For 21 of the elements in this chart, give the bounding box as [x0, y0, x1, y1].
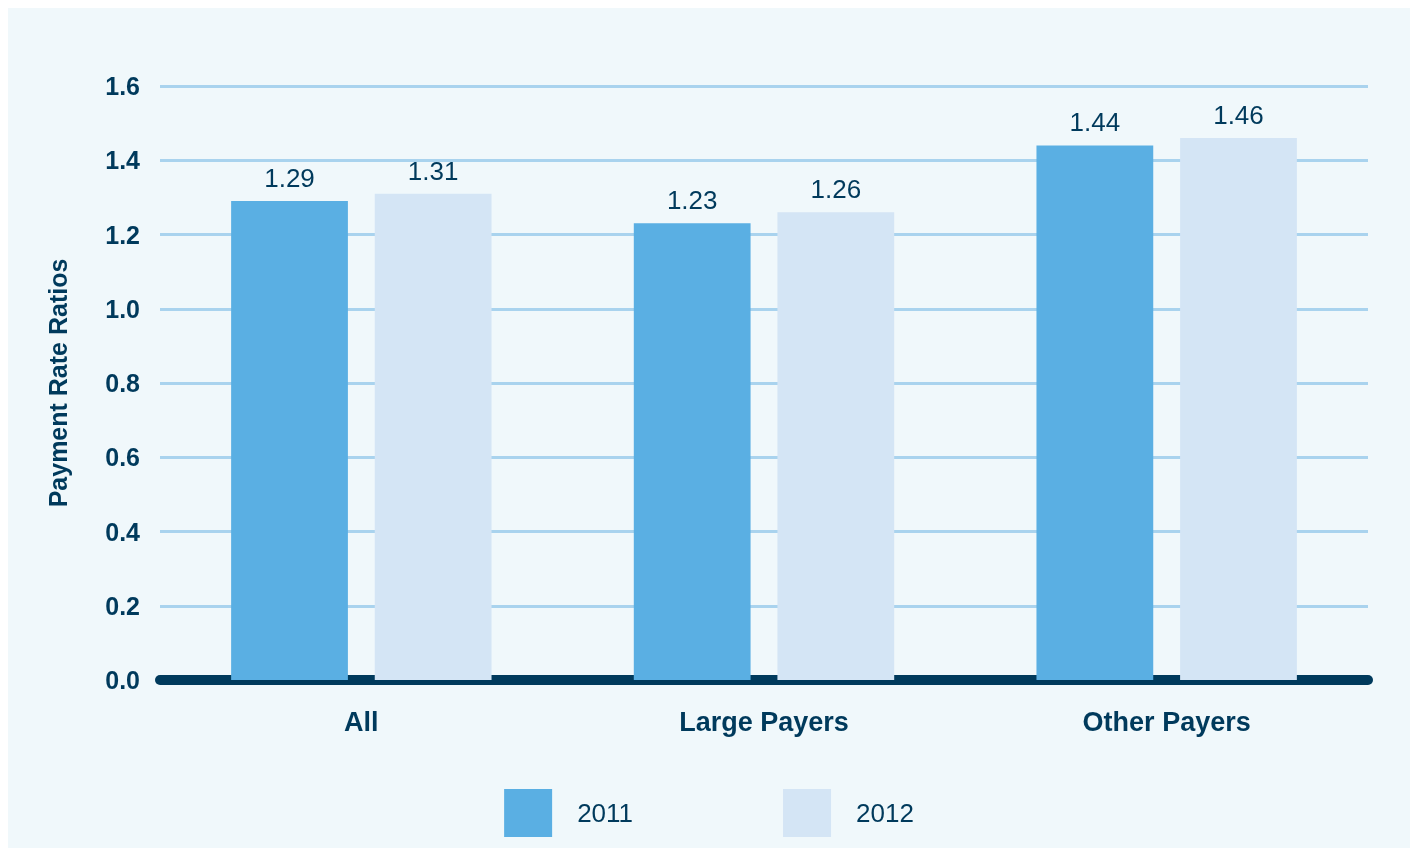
y-tick-label: 0.4 — [105, 517, 141, 546]
x-tick-label: All — [344, 706, 379, 737]
legend-label: 2012 — [856, 798, 914, 828]
y-axis-title: Payment Rate Ratios — [43, 258, 72, 508]
y-tick-label: 0.6 — [105, 443, 140, 472]
y-tick-label: 1.6 — [105, 72, 140, 100]
y-tick-label: 0.0 — [105, 666, 140, 694]
data-label: 1.23 — [666, 185, 718, 216]
data-label: 1.46 — [1213, 99, 1264, 130]
x-tick-label: Other Payers — [1082, 706, 1251, 737]
y-tick-label: 1.0 — [105, 294, 140, 323]
x-tick-label: Large Payers — [679, 706, 849, 737]
legend-label: 2011 — [577, 798, 634, 828]
y-tick-label: 0.2 — [105, 591, 140, 620]
y-tick-label: 1.4 — [105, 146, 141, 175]
data-label: 1.31 — [407, 155, 459, 186]
data-label: 1.29 — [264, 163, 315, 194]
data-label: 1.44 — [1069, 107, 1121, 138]
y-tick-label: 0.8 — [105, 369, 141, 397]
data-label: 1.26 — [810, 174, 862, 205]
y-tick-label: 1.2 — [105, 220, 140, 249]
